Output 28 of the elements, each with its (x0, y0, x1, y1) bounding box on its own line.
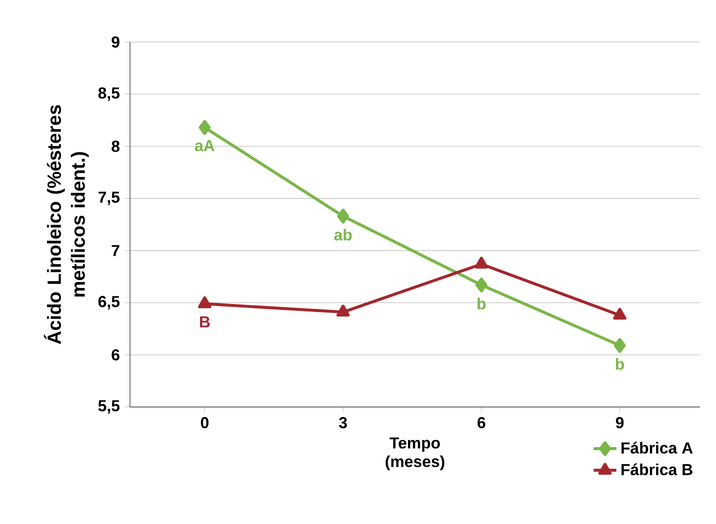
y-tick-label: 7,5 (98, 192, 120, 206)
point (198, 120, 211, 135)
annotation: ab (334, 228, 352, 241)
point (613, 308, 626, 320)
x-axis-title: Tempo (meses) (386, 437, 444, 470)
point (337, 208, 350, 224)
y-tick-label: 9 (112, 36, 120, 48)
annotation: aA (194, 140, 214, 152)
annotation: b (478, 298, 486, 310)
x-tick-label: 6 (478, 417, 486, 428)
legend-label: Fábrica A (622, 442, 693, 454)
point (475, 278, 488, 292)
y-tick-label: 7 (112, 245, 120, 256)
y-tick-label: 8,5 (98, 87, 120, 101)
y-axis-title: Ácido Linoleico (%ésteres metílicos ident.) (44, 105, 89, 344)
legend-label: Fábrica B (622, 463, 692, 476)
y-tick-label: 5,5 (98, 400, 120, 414)
point (198, 296, 212, 308)
x-tick-label: 9 (616, 417, 624, 428)
point (336, 304, 350, 317)
annotation: B (200, 316, 210, 328)
x-tick-label: 3 (339, 417, 347, 428)
x-tick-label: 0 (200, 417, 208, 428)
annotation: b (616, 358, 624, 370)
point (474, 256, 488, 269)
y-tick-label: 6,5 (98, 296, 120, 310)
y-tick-label: 6 (112, 349, 120, 360)
y-tick-label: 8 (112, 140, 120, 152)
